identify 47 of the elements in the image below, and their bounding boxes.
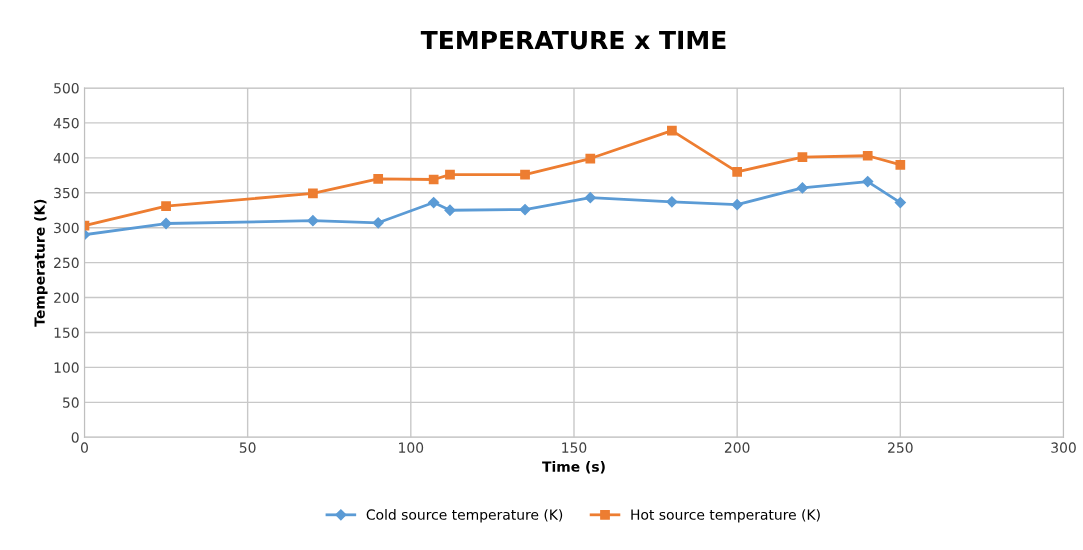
y-tick-label: 250	[54, 257, 79, 269]
y-tick-label: 450	[53, 117, 79, 129]
point	[862, 175, 874, 188]
point	[373, 173, 384, 184]
x-tick-label: 50	[239, 442, 256, 453]
x-tick-label: 300	[1051, 442, 1076, 453]
y-axis-title: Temperature (K)	[34, 199, 48, 327]
point	[160, 217, 172, 230]
point	[308, 188, 318, 199]
point	[862, 150, 873, 161]
point	[519, 203, 531, 216]
point	[444, 204, 456, 216]
y-tick-label: 200	[54, 292, 79, 304]
y-tick-label: 400	[53, 152, 79, 164]
point	[797, 152, 808, 163]
y-tick-label: 50	[63, 397, 79, 408]
point	[731, 199, 743, 211]
point	[161, 201, 171, 211]
point	[307, 215, 319, 227]
x-tick-label: 150	[562, 442, 587, 453]
x-tick-label: 200	[724, 442, 750, 453]
point	[372, 217, 384, 229]
x-tick-label: 0	[80, 442, 88, 453]
x-tick-label: 100	[399, 442, 424, 453]
y-tick-label: 0	[71, 432, 79, 443]
y-tick-label: 150	[54, 327, 79, 338]
point	[428, 174, 439, 185]
point	[796, 182, 809, 194]
point	[428, 196, 440, 209]
point	[445, 169, 455, 180]
legend-label: Hot source temperature (K)	[631, 509, 820, 523]
y-tick-label: 300	[54, 222, 79, 234]
x-tick-label: 250	[888, 442, 913, 453]
point	[894, 196, 906, 209]
y-tick-label: 100	[54, 362, 79, 373]
point	[732, 166, 743, 177]
point	[895, 159, 906, 170]
point	[667, 125, 677, 136]
point	[585, 153, 596, 164]
point	[584, 192, 596, 204]
legend-label: Cold source temperature (K)	[366, 509, 563, 523]
point	[666, 196, 678, 208]
y-tick-label: 350	[54, 187, 79, 199]
x-axis-title: Time (s)	[542, 461, 605, 474]
y-tick-label: 500	[54, 82, 79, 94]
point	[520, 169, 530, 180]
chart-title: TEMPERATURE x TIME	[420, 30, 726, 50]
